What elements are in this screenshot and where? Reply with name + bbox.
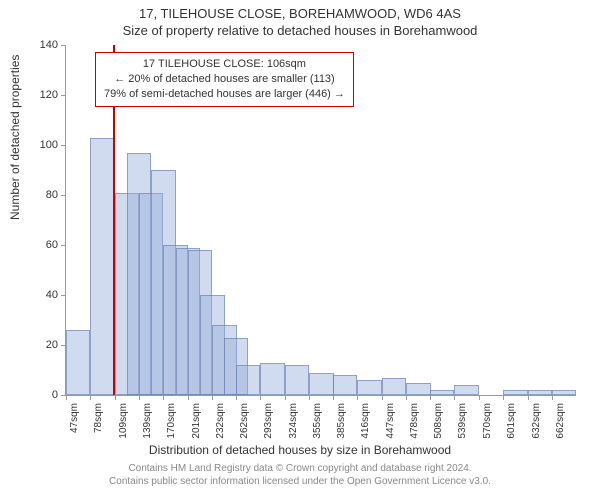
x-tick-label: 293sqm (263, 403, 274, 439)
x-tick-mark (66, 395, 67, 400)
chart-title-main: 17, TILEHOUSE CLOSE, BOREHAMWOOD, WD6 4A… (0, 6, 600, 21)
y-tick-mark (61, 295, 66, 296)
y-tick-label: 0 (28, 389, 58, 401)
chart-title-sub: Size of property relative to detached ho… (0, 23, 600, 38)
x-tick-mark (479, 395, 480, 400)
y-tick-mark (61, 45, 66, 46)
y-tick-mark (61, 345, 66, 346)
x-tick-mark (115, 395, 116, 400)
x-tick-mark (163, 395, 164, 400)
x-tick-mark (285, 395, 286, 400)
x-tick-label: 539sqm (457, 403, 468, 439)
histogram-bar (528, 390, 552, 395)
info-box: 17 TILEHOUSE CLOSE: 106sqm ← 20% of deta… (95, 52, 354, 107)
x-tick-label: 385sqm (336, 403, 347, 439)
histogram-bar (66, 330, 90, 395)
footer-line-2: Contains public sector information licen… (0, 475, 600, 488)
y-tick-label: 100 (28, 139, 58, 151)
x-tick-label: 601sqm (506, 403, 517, 439)
histogram-bar (260, 363, 284, 396)
info-line-3: 79% of semi-detached houses are larger (… (104, 87, 345, 102)
x-tick-label: 662sqm (555, 403, 566, 439)
x-tick-label: 324sqm (288, 403, 299, 439)
info-line-1: 17 TILEHOUSE CLOSE: 106sqm (104, 57, 345, 72)
x-tick-mark (90, 395, 91, 400)
y-tick-mark (61, 195, 66, 196)
histogram-bar (309, 373, 333, 396)
y-tick-mark (61, 145, 66, 146)
x-tick-label: 508sqm (433, 403, 444, 439)
histogram-bar (90, 138, 114, 396)
x-tick-mark (552, 395, 553, 400)
x-tick-label: 355sqm (312, 403, 323, 439)
x-tick-mark (430, 395, 431, 400)
x-tick-label: 232sqm (215, 403, 226, 439)
x-tick-mark (309, 395, 310, 400)
histogram-bar (333, 375, 357, 395)
histogram-bar (552, 390, 576, 395)
y-tick-label: 20 (28, 339, 58, 351)
histogram-bar (406, 383, 430, 396)
y-tick-label: 140 (28, 39, 58, 51)
x-tick-mark (333, 395, 334, 400)
histogram-bar (430, 390, 454, 395)
x-tick-mark (188, 395, 189, 400)
histogram-bar (382, 378, 406, 396)
y-tick-mark (61, 95, 66, 96)
x-tick-mark (236, 395, 237, 400)
histogram-bar (236, 365, 260, 395)
info-line-2: ← 20% of detached houses are smaller (11… (104, 72, 345, 87)
x-tick-label: 78sqm (93, 403, 104, 433)
y-tick-label: 80 (28, 189, 58, 201)
x-tick-mark (503, 395, 504, 400)
histogram-bar (503, 390, 527, 395)
x-tick-label: 632sqm (531, 403, 542, 439)
y-tick-label: 40 (28, 289, 58, 301)
y-axis-label: Number of detached properties (8, 55, 22, 220)
x-tick-label: 47sqm (69, 403, 80, 433)
x-tick-mark (406, 395, 407, 400)
x-tick-label: 447sqm (385, 403, 396, 439)
histogram-bar (454, 385, 478, 395)
x-tick-label: 109sqm (118, 403, 129, 439)
x-tick-label: 139sqm (142, 403, 153, 439)
histogram-bar (285, 365, 309, 395)
x-tick-mark (528, 395, 529, 400)
x-tick-label: 416sqm (360, 403, 371, 439)
x-tick-mark (139, 395, 140, 400)
x-tick-label: 170sqm (166, 403, 177, 439)
footer-attribution: Contains HM Land Registry data © Crown c… (0, 462, 600, 488)
x-tick-mark (357, 395, 358, 400)
x-tick-mark (212, 395, 213, 400)
x-tick-label: 201sqm (191, 403, 202, 439)
x-tick-mark (260, 395, 261, 400)
x-tick-label: 570sqm (482, 403, 493, 439)
y-tick-label: 60 (28, 239, 58, 251)
footer-line-1: Contains HM Land Registry data © Crown c… (0, 462, 600, 475)
y-tick-mark (61, 245, 66, 246)
x-tick-mark (382, 395, 383, 400)
y-tick-label: 120 (28, 89, 58, 101)
x-tick-label: 262sqm (239, 403, 250, 439)
x-tick-mark (454, 395, 455, 400)
x-axis-label: Distribution of detached houses by size … (0, 443, 600, 457)
histogram-bar (357, 380, 381, 395)
x-tick-label: 478sqm (409, 403, 420, 439)
